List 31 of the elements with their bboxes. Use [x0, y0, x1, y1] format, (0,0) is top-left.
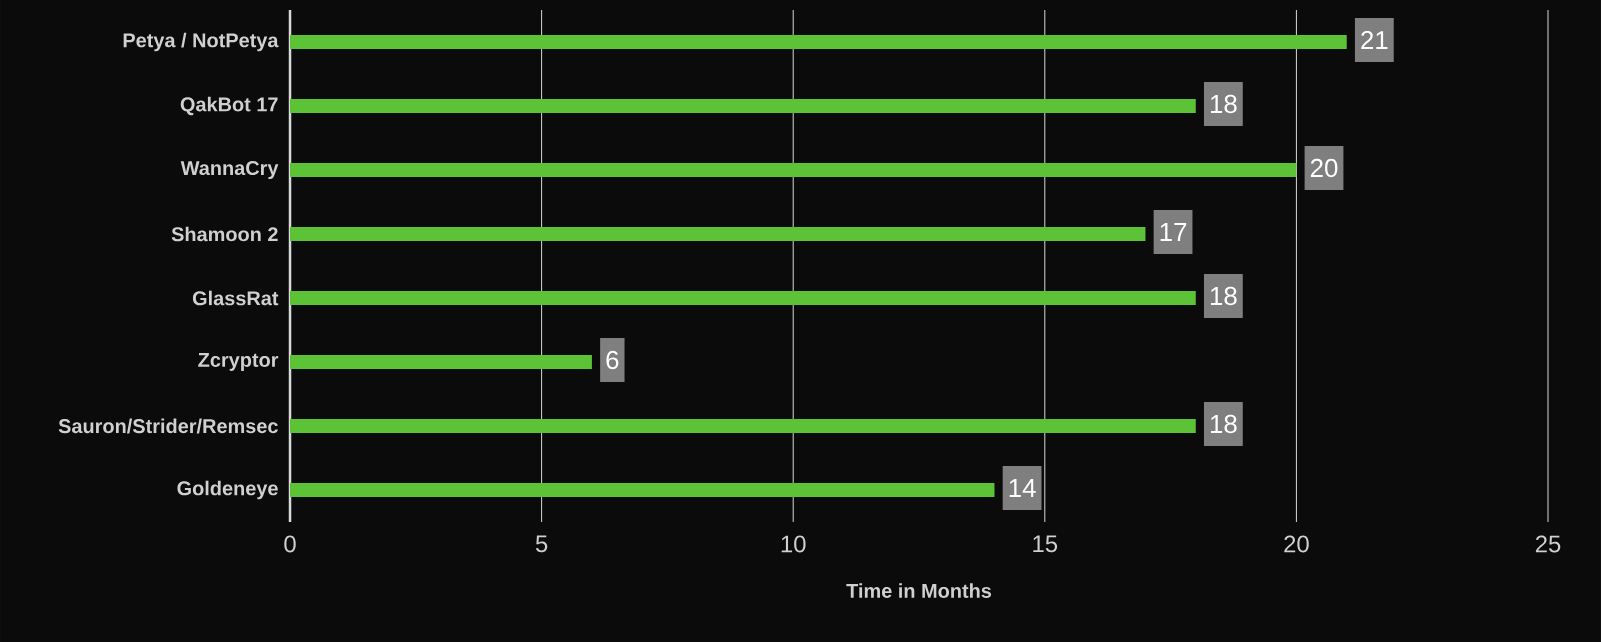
data-label: 6 — [606, 350, 619, 370]
x-tick-label: 5 — [535, 535, 548, 553]
data-label: 18 — [1210, 94, 1237, 114]
bar — [290, 98, 1196, 113]
bar — [290, 418, 1196, 433]
x-tick-label: 10 — [781, 535, 806, 553]
x-tick-label: 25 — [1535, 535, 1561, 553]
bar — [290, 162, 1297, 177]
data-label: 20 — [1310, 158, 1338, 178]
data-label: 17 — [1160, 223, 1187, 241]
data-label: 14 — [1009, 479, 1036, 497]
y-tick-label: Petya / NotPetya — [123, 32, 279, 52]
x-tick-label: 20 — [1284, 535, 1309, 553]
x-axis-title: Time in Months — [846, 583, 992, 598]
data-label: 18 — [1210, 414, 1237, 434]
x-tick-label: 0 — [284, 535, 296, 553]
y-tick-label: WannaCry — [180, 160, 279, 180]
bar — [290, 226, 1146, 241]
bar — [290, 482, 995, 497]
y-tick-label: Shamoon 2 — [171, 226, 278, 242]
y-tick-label: QakBot 17 — [180, 96, 278, 116]
y-tick-label: GlassRat — [192, 290, 279, 306]
y-tick-label: Goldeneye — [177, 480, 278, 500]
y-tick-label: Zcryptor — [198, 353, 279, 371]
data-label: 21 — [1361, 30, 1388, 50]
bar — [290, 34, 1347, 49]
y-tick-label: Sauron/Strider/Remsec — [58, 418, 278, 434]
x-tick-label: 15 — [1033, 535, 1058, 553]
bar — [290, 290, 1196, 305]
bar — [290, 354, 592, 369]
data-label: 18 — [1210, 286, 1237, 306]
